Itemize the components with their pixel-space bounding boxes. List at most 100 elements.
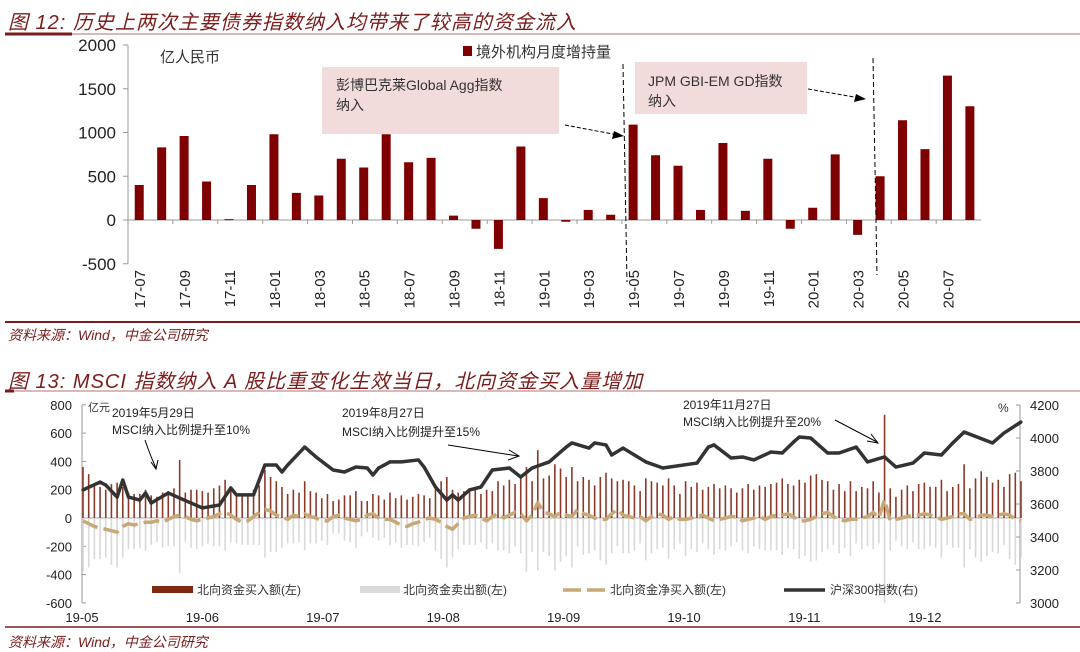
hs300-point-2019-07-17: [371, 473, 374, 476]
hs300-point-2019-05-22: [150, 501, 153, 504]
hs300-point-2019-12-13: [951, 441, 954, 444]
hs300-point-2019-08-07: [457, 498, 460, 501]
hs300-point-2019-07-30: [422, 465, 425, 468]
hs300-point-2019-06-12: [229, 486, 232, 489]
hs300-point-2019-05-27: [167, 491, 170, 494]
annotation-text: 2019年11月27日: [683, 398, 772, 412]
hs300-point-2019-12-06: [923, 451, 926, 454]
hs300-point-2019-08-01: [434, 485, 437, 488]
right-tick-label: 3600: [1030, 497, 1059, 512]
hs300-point-2019-09-19: [633, 453, 636, 456]
hs300-point-2019-06-18: [252, 493, 255, 496]
x-tick-label: 19-07: [306, 610, 339, 625]
hs300-point-2019-10-25: [752, 458, 755, 461]
hs300-point-2019-06-26: [286, 463, 289, 466]
left-tick-label: -200: [46, 539, 72, 554]
hs300-point-2019-10-30: [769, 450, 772, 453]
hs300-point-2019-08-05: [445, 498, 448, 501]
hs300-point-2019-12-11: [940, 453, 943, 456]
hs300-point-2019-10-16: [712, 443, 715, 446]
annotation-arrow: [835, 420, 877, 442]
hs300-point-2019-11-22: [866, 460, 869, 463]
hs300-point-2019-07-01: [303, 445, 306, 448]
x-tick-label: 19-11: [788, 610, 820, 625]
hs300-point-2019-05-21: [144, 491, 147, 494]
hs300-point-2019-11-15: [837, 451, 840, 454]
hs300-point-2019-10-23: [741, 455, 744, 458]
legend-label: 沪深300指数(右): [830, 582, 918, 597]
hs300-point-2019-06-24: [275, 463, 278, 466]
hs300-point-2019-07-08: [332, 468, 335, 471]
hs300-point-2019-08-13: [479, 485, 482, 488]
right-tick-label: 3000: [1030, 596, 1059, 611]
left-tick-label: 800: [50, 398, 72, 413]
net-buy-line: [83, 500, 1021, 533]
hs300-point-2019-08-29: [548, 460, 551, 463]
hs300-point-2019-09-23: [644, 460, 647, 463]
x-tick-label: 19-09: [547, 610, 580, 625]
hs300-point-2019-11-08: [809, 436, 812, 439]
hs300-point-2019-12-26: [1002, 431, 1005, 434]
right-tick-label: 3800: [1030, 464, 1059, 479]
hs300-point-2019-08-09: [468, 488, 471, 491]
hs300-point-2019-05-16: [127, 495, 130, 498]
legend-label: 北向资金买入额(左): [197, 582, 301, 597]
hs300-point-2019-08-06: [451, 493, 454, 496]
hs300-point-2019-11-29: [894, 465, 897, 468]
right-tick-label: 3200: [1030, 563, 1059, 578]
hs300-point-2019-06-10: [218, 503, 221, 506]
hs300-point-2019-09-26: [661, 466, 664, 469]
hs300-point-2019-08-15: [491, 468, 494, 471]
hs300-point-2019-05-29: [178, 496, 181, 499]
left-tick-label: -400: [46, 568, 72, 583]
hs300-point-2019-11-01: [781, 451, 784, 454]
hs300-point-2019-07-29: [417, 458, 420, 461]
legend-label: 北向资金卖出额(左): [403, 582, 507, 597]
hs300-point-2019-07-24: [400, 460, 403, 463]
left-tick-label: 200: [50, 483, 72, 498]
hs300-point-2019-12-31: [1019, 420, 1022, 423]
hs300-point-2019-05-14: [116, 495, 119, 498]
hs300-point-2019-06-13: [235, 493, 238, 496]
hs300-point-2019-07-16: [366, 466, 369, 469]
annotation-arrow: [145, 440, 156, 468]
x-tick-label: 19-12: [908, 610, 941, 625]
legend-swatch-buy: [152, 586, 193, 593]
hs300-point-2019-08-20: [508, 466, 511, 469]
hs300-point-2019-05-10: [104, 483, 107, 486]
annotation-text: MSCI纳入比例提升至15%: [342, 424, 480, 439]
hs300-point-2019-09-10: [593, 441, 596, 444]
hs300-point-2019-05-06: [81, 488, 84, 491]
hs300-point-2019-11-06: [798, 435, 801, 438]
right-unit-label: %: [998, 401, 1009, 415]
hs300-point-2019-12-24: [991, 441, 994, 444]
hs300-point-2019-07-18: [377, 466, 380, 469]
hs300-point-2019-10-15: [707, 445, 710, 448]
x-tick-label: 19-05: [65, 610, 98, 625]
hs300-point-2019-11-13: [826, 451, 829, 454]
annotation-arrow: [448, 445, 518, 456]
right-tick-label: 3400: [1030, 530, 1059, 545]
left-tick-label: 0: [65, 511, 72, 526]
hs300-point-2019-05-09: [98, 480, 101, 483]
x-tick-label: 19-10: [667, 610, 700, 625]
hs300-point-2019-11-27: [883, 455, 886, 458]
annotation-text: MSCI纳入比例提升至10%: [112, 422, 250, 437]
figure13-source: 资料来源：Wind，中金公司研究: [8, 632, 208, 652]
legend-swatch-sell: [360, 586, 400, 593]
hs300-point-2019-06-20: [263, 463, 266, 466]
hs300-point-2019-07-22: [388, 460, 391, 463]
x-tick-label: 19-06: [186, 610, 219, 625]
arrowhead-icon: [867, 434, 878, 443]
hs300-point-2019-07-03: [314, 455, 317, 458]
hs300-point-2019-07-10: [343, 470, 346, 473]
x-tick-label: 19-08: [427, 610, 460, 625]
hs300-point-2019-11-20: [855, 445, 858, 448]
hs300-point-2019-09-12: [604, 443, 607, 446]
hs300-point-2019-12-17: [963, 430, 966, 433]
hs300-point-2019-09-03: [565, 445, 568, 448]
hs300-point-2019-07-12: [354, 465, 357, 468]
hs300-point-2019-05-15: [121, 478, 124, 481]
left-tick-label: 400: [50, 454, 72, 469]
